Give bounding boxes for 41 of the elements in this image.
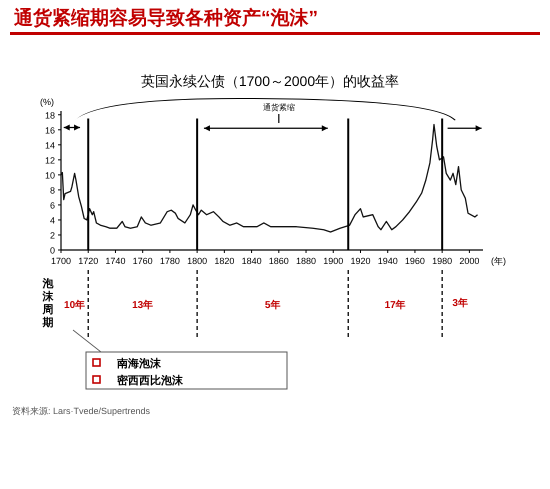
y-tick-label: 12 bbox=[44, 155, 55, 166]
y-tick-label: 4 bbox=[50, 215, 55, 226]
y-tick-label: 0 bbox=[50, 246, 55, 256]
y-tick-label: 18 bbox=[44, 110, 55, 120]
y-tick-label: 16 bbox=[44, 125, 55, 136]
y-tick-label: 10 bbox=[44, 170, 55, 180]
x-tick-label: 1880 bbox=[296, 256, 316, 266]
chart-title: 通货紧缩期容易导致各种资产“泡沫” bbox=[13, 7, 318, 29]
text: 南海泡沫 bbox=[116, 357, 162, 370]
chart-subtitle: 英国永续公债（1700～2000年）的收益率 bbox=[140, 73, 400, 89]
text: 资料来源: Lars·Tvede/Supertrends bbox=[12, 406, 151, 416]
x-tick-label: 1940 bbox=[378, 256, 398, 266]
x-axis-title: (年) bbox=[491, 256, 506, 266]
annotation: 通货紧缩 bbox=[262, 103, 295, 112]
y-axis-title: (%) bbox=[40, 97, 54, 107]
x-tick-label: 1860 bbox=[268, 256, 289, 266]
text: 13年 bbox=[132, 299, 154, 311]
text: 5年 bbox=[264, 299, 280, 311]
x-tick-label: 1980 bbox=[432, 256, 452, 266]
x-tick-label: 1760 bbox=[132, 256, 153, 266]
x-tick-label: 1720 bbox=[78, 256, 98, 266]
x-tick-label: 1840 bbox=[242, 256, 262, 266]
text: 泡沫周期 bbox=[42, 277, 54, 329]
text: 密西西比泡沫 bbox=[117, 374, 184, 387]
x-tick-label: 2000 bbox=[459, 256, 480, 266]
x-tick-label: 1920 bbox=[350, 256, 370, 266]
text: 10年 bbox=[64, 299, 86, 311]
y-tick-label: 6 bbox=[50, 200, 55, 210]
x-tick-label: 1800 bbox=[187, 256, 208, 266]
x-tick-label: 1820 bbox=[214, 256, 234, 266]
x-tick-label: 1900 bbox=[323, 256, 344, 266]
line-series bbox=[60, 124, 478, 233]
x-tick-label: 1780 bbox=[160, 256, 180, 266]
text: 17年 bbox=[384, 299, 406, 311]
x-tick-label: 1960 bbox=[404, 256, 425, 266]
text: 3年 bbox=[452, 297, 468, 309]
x-tick-label: 1700 bbox=[50, 256, 72, 266]
x-tick-label: 1740 bbox=[105, 256, 126, 266]
y-tick-label: 2 bbox=[50, 230, 55, 240]
y-tick-label: 14 bbox=[44, 140, 55, 150]
y-tick-label: 8 bbox=[50, 185, 55, 196]
